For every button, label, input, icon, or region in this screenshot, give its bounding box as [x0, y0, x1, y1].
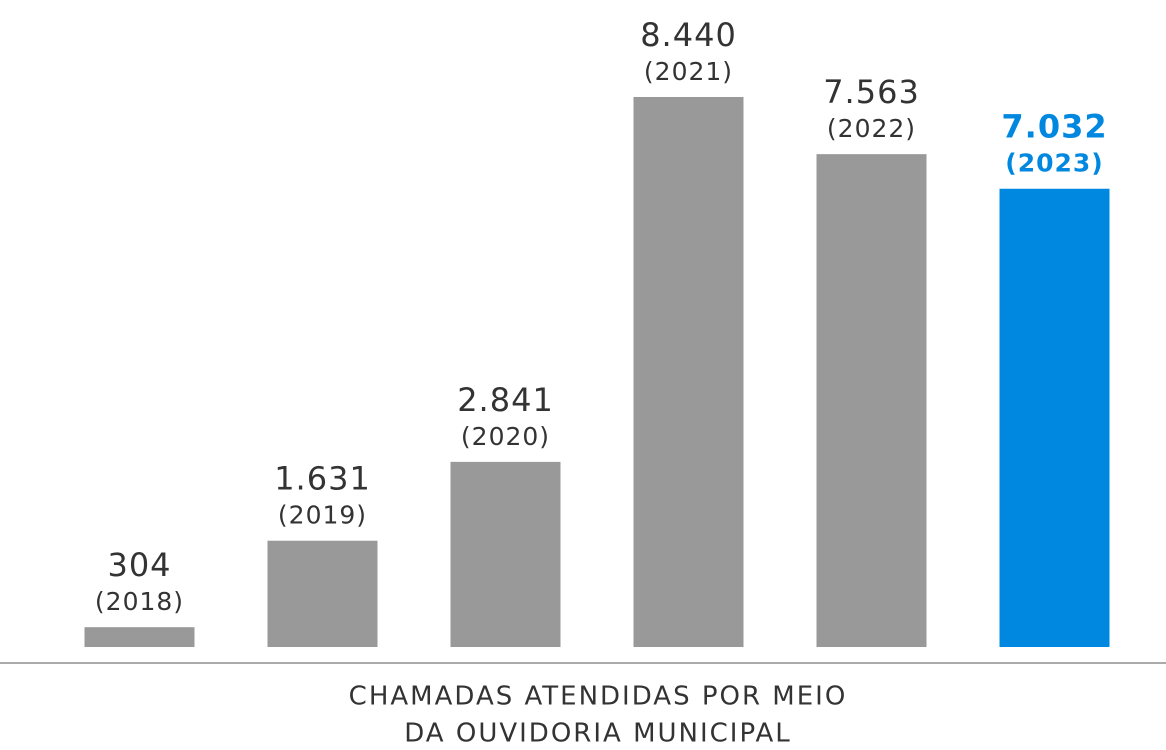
category-label: (2022)	[827, 114, 916, 143]
bar	[633, 96, 744, 647]
bar	[999, 188, 1110, 648]
category-label: (2021)	[644, 57, 733, 86]
value-label: 7.032	[1001, 108, 1107, 146]
chart-title-line: CHAMADAS ATENDIDAS POR MEIO	[349, 682, 848, 712]
bar	[267, 540, 378, 647]
category-label: (2019)	[278, 501, 367, 530]
category-label: (2023)	[1005, 149, 1103, 178]
bar	[450, 461, 561, 647]
value-label: 2.841	[457, 381, 554, 419]
bar	[816, 154, 927, 647]
value-label: 7.563	[823, 73, 920, 111]
bar	[84, 627, 195, 647]
category-label: (2018)	[95, 587, 184, 616]
value-label: 8.440	[640, 16, 737, 54]
category-label: (2020)	[461, 422, 550, 451]
chart-title-line: DA OUVIDORIA MUNICIPAL	[404, 719, 792, 749]
value-label: 1.631	[274, 460, 371, 498]
value-label: 304	[107, 546, 171, 584]
